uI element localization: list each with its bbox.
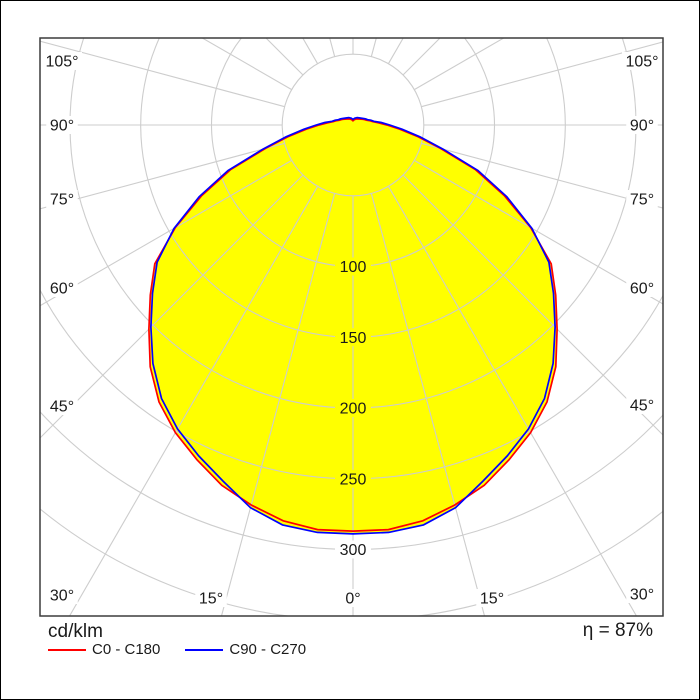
angle-grid-line xyxy=(402,174,663,436)
angle-grid-line xyxy=(370,193,486,616)
angle-tick-label: 75° xyxy=(50,192,74,209)
label-knockout xyxy=(335,469,371,488)
angle-grid-line xyxy=(40,174,304,439)
curve-c90-c270 xyxy=(150,116,556,535)
legend-line-c90-c270 xyxy=(185,648,224,651)
label-knockout xyxy=(626,396,658,414)
angle-grid-line xyxy=(40,40,285,108)
plot-frame xyxy=(39,37,664,617)
radial-tick-label: 300 xyxy=(340,542,367,559)
label-knockout xyxy=(335,257,371,276)
angle-tick-label: 60° xyxy=(50,281,74,298)
angle-tick-label: 60° xyxy=(630,281,654,298)
angle-tick-label: 75° xyxy=(630,192,654,209)
tick-labels: 100 150 200 250 300 105° 90° 75° 60° 45° 30° 105° 90… xyxy=(42,52,662,608)
angle-tick-label: 90° xyxy=(50,118,74,135)
angle-tick-label: 105° xyxy=(625,54,658,71)
angle-tick-label: 30° xyxy=(50,588,74,605)
label-knockout xyxy=(335,328,371,347)
angle-grid-line xyxy=(220,193,336,616)
chart-legend: C0 - C180 C90 - C270 xyxy=(48,641,306,658)
radial-tick-label: 150 xyxy=(340,330,367,347)
angle-tick-label: 0° xyxy=(345,591,360,608)
label-knockout xyxy=(335,540,371,559)
label-knockout xyxy=(46,397,78,415)
angle-grid-line xyxy=(370,38,377,57)
angle-tick-label: 45° xyxy=(630,398,654,415)
angle-grid-line xyxy=(40,142,285,210)
label-knockout xyxy=(622,52,662,70)
legend-label-c90-c270: C90 - C270 xyxy=(229,641,307,658)
label-knockout xyxy=(46,116,78,134)
label-knockout xyxy=(626,585,658,603)
angle-grid-line xyxy=(421,142,663,209)
angle-tick-label: 45° xyxy=(50,399,74,416)
curve-c0-c180 xyxy=(148,118,558,532)
label-knockout xyxy=(42,52,82,70)
label-knockout xyxy=(626,279,658,297)
label-knockout xyxy=(46,190,78,208)
angle-tick-label: 15° xyxy=(199,591,223,608)
label-knockout xyxy=(476,589,508,607)
label-knockout xyxy=(626,190,658,208)
radial-tick-label: 200 xyxy=(340,401,367,418)
efficiency-value: η = 87% xyxy=(582,620,653,641)
angle-grid-line xyxy=(421,41,663,108)
label-knockout xyxy=(195,589,227,607)
angle-grid-line xyxy=(414,159,663,305)
angle-tick-label: 15° xyxy=(480,591,504,608)
legend-line-c0-c180 xyxy=(48,648,86,651)
angle-grid-line xyxy=(40,159,292,307)
radial-tick-label: 100 xyxy=(340,259,367,276)
label-knockout xyxy=(626,116,658,134)
label-knockout xyxy=(46,279,78,297)
angle-grid-line xyxy=(201,38,292,91)
legend-label-c0-c180: C0 - C180 xyxy=(92,641,161,658)
angle-grid-line xyxy=(329,38,336,57)
unit-label: cd/klm xyxy=(48,621,103,642)
label-knockout xyxy=(46,586,78,604)
label-knockout xyxy=(341,589,365,607)
label-knockout xyxy=(335,399,371,417)
angle-grid-line xyxy=(414,38,505,91)
angle-tick-label: 30° xyxy=(630,587,654,604)
angle-tick-label: 105° xyxy=(45,54,78,71)
radial-tick-label: 250 xyxy=(340,471,367,488)
angle-tick-label: 90° xyxy=(630,118,654,135)
